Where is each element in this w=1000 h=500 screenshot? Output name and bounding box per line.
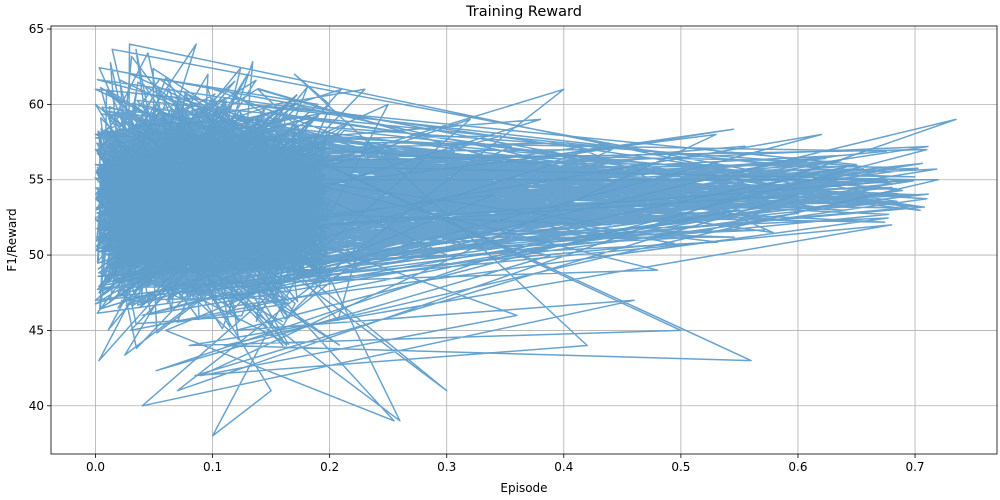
x-tick-label: 0.0 <box>86 460 105 474</box>
x-axis: 0.0 0.1 0.2 0.3 0.4 0.5 0.6 0.7 <box>86 454 925 474</box>
y-tick-label: 60 <box>29 97 44 111</box>
series-core <box>93 91 333 323</box>
chart-title: Training Reward <box>465 4 582 20</box>
x-tick-label: 0.7 <box>905 460 924 474</box>
x-tick-label: 0.5 <box>671 460 690 474</box>
y-tick-label: 65 <box>29 22 44 36</box>
x-tick-label: 0.1 <box>203 460 222 474</box>
y-tick-label: 50 <box>29 248 44 262</box>
x-tick-label: 0.6 <box>788 460 807 474</box>
x-tick-label: 0.4 <box>554 460 573 474</box>
x-axis-title: Episode <box>500 481 547 495</box>
y-axis-title: F1/Reward <box>5 208 19 271</box>
series-group <box>93 43 957 437</box>
x-tick-label: 0.3 <box>437 460 456 474</box>
y-tick-label: 40 <box>29 399 44 413</box>
y-tick-label: 45 <box>29 323 44 337</box>
y-axis: 40 45 50 55 60 65 <box>29 22 51 413</box>
x-tick-label: 0.2 <box>320 460 339 474</box>
y-tick-label: 55 <box>29 173 44 187</box>
plot-frame <box>50 25 998 455</box>
